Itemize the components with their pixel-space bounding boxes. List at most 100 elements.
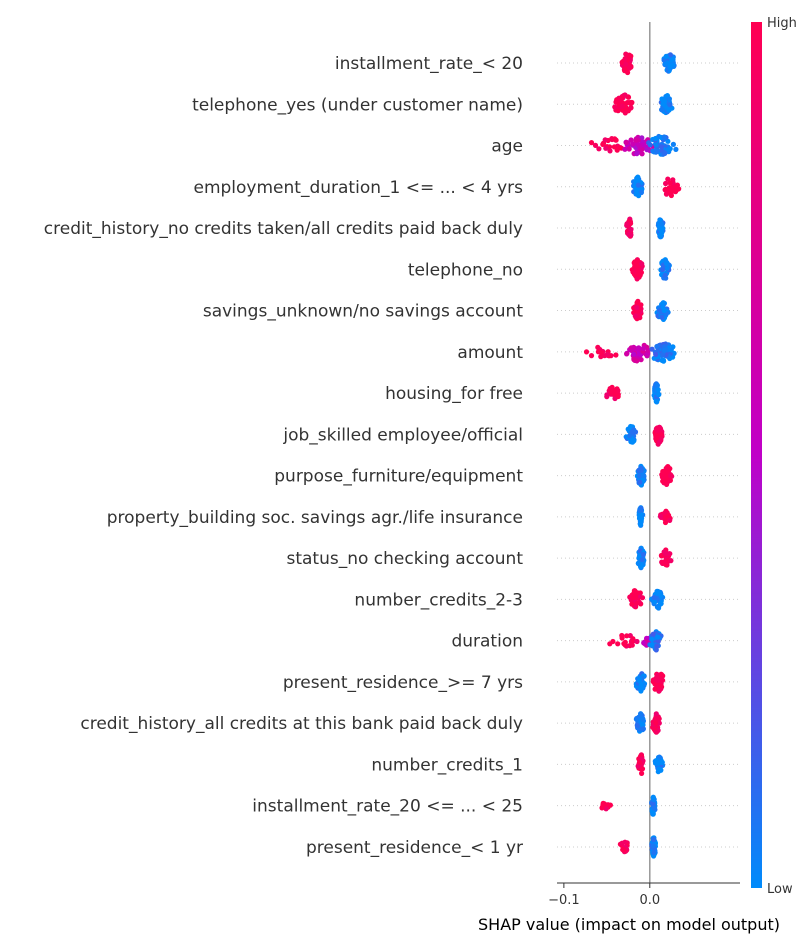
shap-point (628, 232, 634, 238)
feature-label: savings_unknown/no savings account (203, 302, 523, 322)
shap-point (667, 180, 673, 186)
feature-label: amount (457, 343, 523, 363)
shap-point (639, 770, 645, 777)
shap-point (658, 144, 665, 150)
shap-point (652, 686, 658, 692)
shap-point (653, 720, 659, 726)
shap-point (655, 387, 661, 393)
shap-point (657, 513, 664, 520)
shap-point (628, 101, 634, 107)
shap-point (637, 507, 643, 514)
shap-point (662, 347, 668, 353)
shap-point (659, 107, 665, 113)
shap-point (600, 802, 606, 808)
shap-point (612, 104, 618, 110)
shap-point (636, 345, 642, 351)
shap-point (666, 512, 672, 518)
shap-point (626, 65, 633, 71)
shap-point (653, 729, 659, 735)
shap-point (588, 353, 595, 359)
shap-point (634, 358, 640, 364)
shap-point (629, 642, 635, 648)
shap-point (634, 151, 640, 157)
shap-point (652, 599, 658, 605)
shap-point (653, 398, 659, 405)
shap-point (658, 671, 664, 677)
shap-point (640, 722, 646, 728)
shap-point (655, 634, 661, 640)
shap-point (631, 351, 637, 357)
shap-point (656, 439, 663, 445)
shap-point (615, 393, 621, 400)
shap-point (661, 358, 667, 364)
shap-point (607, 802, 614, 808)
shap-point (635, 560, 642, 567)
shap-point (650, 794, 656, 800)
shap-point (662, 150, 668, 156)
shap-point (622, 146, 628, 152)
shap-point (660, 266, 666, 273)
shap-point (671, 350, 677, 356)
shap-point (622, 56, 628, 62)
feature-label: credit_history_no credits taken/all cred… (44, 219, 523, 239)
feature-label: installment_rate_< 20 (335, 54, 523, 74)
shap-point (635, 298, 641, 304)
shap-point (660, 101, 666, 107)
shap-point (622, 68, 628, 74)
shap-point (659, 96, 665, 102)
shap-point (667, 190, 673, 196)
shap-point (659, 314, 665, 320)
shap-point (619, 635, 625, 641)
shap-point (639, 151, 645, 157)
shap-point (639, 557, 645, 563)
shap-point (667, 63, 673, 69)
feature-label: credit_history_all credits at this bank … (80, 714, 523, 734)
shap-point (631, 260, 637, 266)
shap-point (635, 182, 642, 188)
colorbar-gradient (751, 22, 762, 888)
x-tick-label: −0.1 (548, 893, 580, 908)
row-guides (557, 62, 740, 848)
data-points (583, 51, 682, 859)
shap-point (624, 351, 630, 357)
shap-point (624, 221, 630, 227)
shap-point (649, 636, 655, 643)
shap-point (665, 176, 671, 182)
shap-point (652, 676, 658, 683)
shap-point (624, 633, 630, 639)
shap-point (636, 193, 642, 199)
shap-point (662, 550, 669, 557)
shap-point (654, 435, 660, 441)
shap-point (665, 464, 671, 470)
shap-point (636, 473, 643, 479)
shap-point (644, 147, 650, 153)
shap-point (628, 226, 634, 232)
shap-point (650, 843, 657, 849)
shap-point (623, 106, 629, 112)
shap-point (635, 268, 641, 274)
shap-point (667, 52, 674, 58)
shap-point (654, 382, 661, 388)
shap-point (653, 711, 659, 717)
shap-point (666, 96, 673, 102)
feature-label: telephone_yes (under customer name) (192, 95, 523, 115)
shap-point (607, 386, 613, 392)
shap-point (662, 272, 668, 278)
shap-point (607, 148, 613, 154)
shap-point (658, 232, 664, 238)
shap-point (615, 641, 621, 647)
shap-point (637, 521, 644, 527)
shap-point (623, 51, 629, 57)
shap-point (668, 57, 675, 63)
shap-point (651, 805, 657, 811)
shap-point (640, 345, 647, 351)
feature-label: housing_for free (385, 384, 523, 404)
shap-point (663, 260, 670, 267)
shap-point (633, 137, 639, 143)
shap-point (661, 57, 667, 63)
shap-point (607, 641, 613, 647)
shap-point (667, 102, 673, 108)
shap-point (668, 558, 674, 564)
shap-point (663, 180, 669, 187)
